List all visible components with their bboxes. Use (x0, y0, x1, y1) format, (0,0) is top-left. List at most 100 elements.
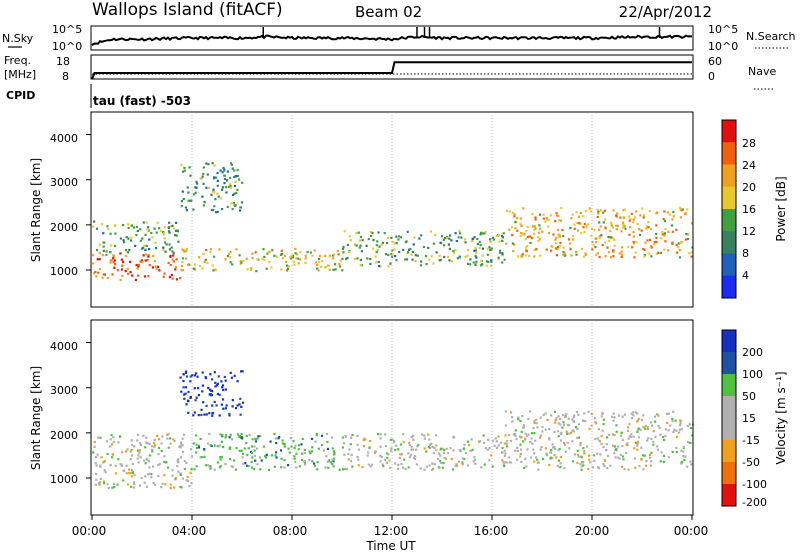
cell-3 (461, 461, 464, 464)
cell-0 (156, 434, 159, 437)
cell-3 (408, 456, 411, 459)
cell-2 (287, 265, 290, 268)
cell-3 (503, 464, 506, 468)
cell-4 (404, 258, 407, 261)
cell-3 (348, 448, 351, 451)
cell-3 (443, 457, 446, 460)
cell-3 (410, 435, 413, 438)
cell-1 (241, 456, 244, 459)
cell-5 (580, 231, 583, 235)
cell-2 (195, 396, 198, 399)
cell-4 (359, 235, 363, 239)
cell-2 (316, 267, 319, 270)
cell-3 (504, 434, 507, 437)
cell-1 (270, 454, 273, 457)
cell-5 (621, 253, 624, 256)
cell-2 (227, 252, 230, 255)
cell-4 (640, 446, 643, 449)
cell-5 (539, 227, 542, 230)
cell-1 (275, 456, 278, 459)
cell-0 (116, 269, 119, 272)
cell-2 (255, 270, 258, 273)
cell-0 (95, 473, 98, 476)
cell-3 (495, 440, 498, 443)
cell-1 (258, 456, 261, 459)
cell-3 (234, 204, 237, 207)
cell-3 (196, 182, 199, 185)
cell-4 (425, 263, 428, 266)
cell-4 (411, 258, 414, 261)
cell-0 (129, 458, 132, 461)
cell-1 (145, 221, 148, 224)
cell-5 (649, 227, 652, 230)
cell-1 (101, 223, 104, 226)
cell-4 (613, 416, 616, 419)
cell-0 (136, 449, 139, 452)
cell-4 (634, 441, 637, 444)
cell-3 (379, 433, 382, 436)
cell-3 (503, 454, 506, 458)
cell-4 (386, 242, 389, 245)
cell-4 (555, 456, 558, 459)
cell-4 (603, 464, 606, 468)
cell-2 (209, 251, 212, 254)
cell-4 (480, 260, 483, 263)
cell-5 (648, 252, 651, 255)
cell-5 (584, 209, 588, 213)
cell-2 (299, 251, 302, 254)
cell-3 (219, 197, 222, 200)
cell-1 (148, 248, 151, 251)
cell-5 (603, 218, 607, 221)
cell-1 (170, 246, 173, 249)
cell-0 (109, 259, 112, 262)
cell-5 (622, 209, 625, 212)
cell-3 (484, 447, 487, 450)
cell-1 (142, 246, 145, 249)
cell-5 (562, 235, 565, 238)
power-ytick-1000: 1000 (50, 265, 78, 278)
cell-1 (265, 453, 268, 456)
cell-3 (188, 166, 191, 169)
cell-0 (139, 260, 142, 263)
cell-4 (659, 433, 662, 436)
cell-0 (123, 469, 126, 472)
cell-1 (167, 226, 170, 229)
cell-1 (257, 435, 260, 438)
cell-4 (627, 437, 630, 440)
cell-2 (211, 390, 214, 393)
cell-0 (148, 454, 151, 457)
cell-0 (172, 254, 175, 257)
cell-5 (568, 242, 572, 245)
cell-3 (488, 459, 491, 462)
cell-2 (218, 393, 221, 396)
vel-cbar-tick-neg100: -100 (742, 478, 767, 491)
cell-5 (594, 245, 597, 249)
cell-1 (320, 443, 324, 447)
cell-1 (165, 243, 168, 246)
cell-3 (225, 191, 228, 194)
cell-0 (175, 258, 178, 261)
cell-0 (173, 439, 176, 442)
cell-2 (193, 263, 196, 266)
cell-1 (122, 239, 125, 242)
cell-2 (304, 257, 307, 260)
cell-0 (139, 456, 142, 459)
cell-4 (432, 262, 435, 265)
cell-4 (576, 449, 579, 452)
colorbar-swatch-3 (722, 396, 736, 419)
cell-4 (394, 255, 397, 258)
cell-5 (686, 208, 689, 211)
cell-4 (430, 255, 433, 258)
cell-5 (596, 252, 599, 255)
cell-4 (618, 414, 621, 417)
cell-4 (615, 448, 618, 451)
cell-5 (528, 254, 531, 257)
cell-0 (148, 264, 151, 267)
cell-3 (408, 443, 411, 446)
cell-5 (579, 211, 582, 215)
cell-5 (645, 227, 648, 230)
cell-4 (600, 415, 603, 418)
cell-5 (521, 253, 524, 256)
nave-tick-top: 60 (708, 55, 722, 68)
cell-0 (93, 445, 96, 448)
